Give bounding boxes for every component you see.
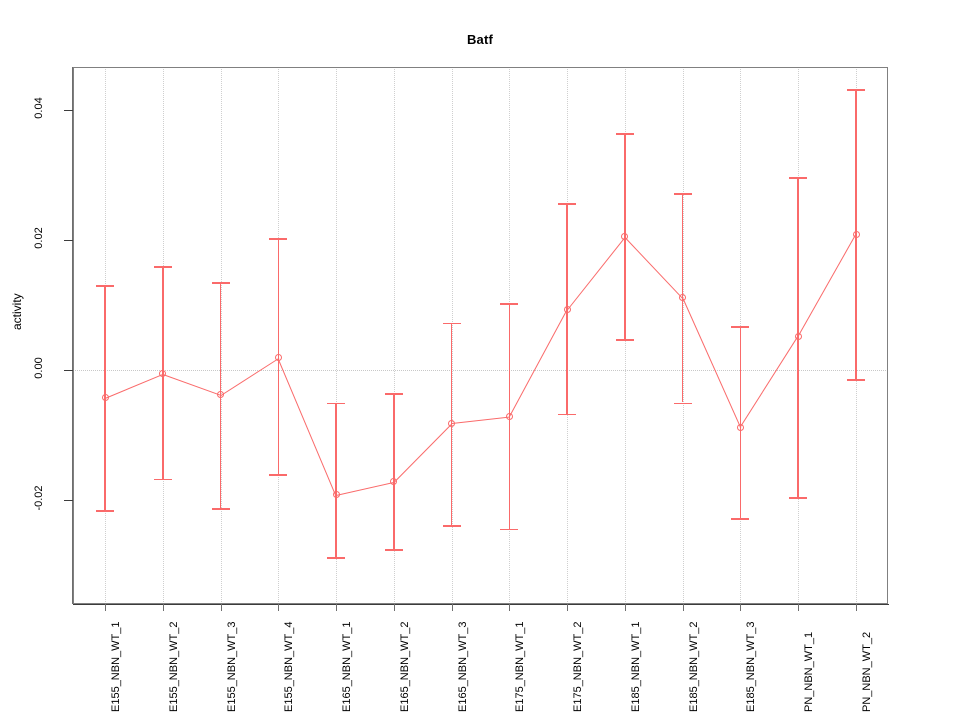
error-bar-cap-upper (327, 402, 346, 405)
x-axis-tick-label: E175_NBN_WT_1 (514, 621, 527, 713)
chart-title: Batf (466, 32, 494, 47)
error-bar-cap-upper (500, 303, 519, 305)
x-axis-line (73, 604, 889, 605)
x-axis-tick (393, 604, 395, 611)
data-point-marker (852, 230, 860, 238)
x-axis-tick-label: E165_NBN_WT_1 (341, 621, 354, 713)
error-bar-stem (739, 326, 742, 519)
x-axis-tick (162, 604, 164, 611)
x-axis-tick (278, 604, 280, 611)
x-axis-tick (740, 604, 742, 611)
error-bar-cap-lower (211, 508, 230, 511)
y-axis-tick (64, 500, 73, 501)
data-point-marker (621, 233, 629, 241)
data-point-marker (679, 294, 687, 302)
data-point-marker (448, 419, 456, 427)
error-bar-cap-upper (673, 193, 692, 195)
x-axis-tick-label: E155_NBN_WT_3 (225, 621, 238, 713)
data-point-marker (101, 394, 109, 402)
error-bar-cap-lower (731, 518, 750, 520)
error-bar-cap-lower (327, 557, 346, 559)
x-axis-tick-label: E185_NBN_WT_1 (629, 621, 642, 713)
error-bar-cap-upper (384, 392, 403, 395)
y-axis-tick (64, 110, 73, 111)
y-axis-tick (64, 370, 73, 371)
x-axis-tick-label: E185_NBN_WT_3 (745, 621, 758, 713)
error-bar-stem (335, 402, 337, 558)
x-axis-tick (624, 604, 626, 611)
x-axis-tick-label: PN_NBN_WT_2 (861, 631, 873, 712)
x-axis-tick-label: E155_NBN_WT_4 (283, 621, 296, 713)
x-axis-tick-label: E155_NBN_WT_2 (167, 621, 180, 713)
data-point-marker (794, 332, 802, 340)
x-axis-tick (567, 604, 569, 611)
data-point-marker (736, 423, 744, 431)
error-bar-cap-upper (731, 326, 750, 329)
data-point-marker (505, 413, 513, 421)
error-bar-cap-lower (673, 402, 692, 405)
x-axis-tick-label: E165_NBN_WT_3 (456, 621, 469, 713)
error-bar-cap-upper (211, 282, 230, 285)
error-bar-cap-lower (500, 528, 519, 531)
y-axis-tick-label: -0.02 (33, 485, 45, 511)
error-bar-cap-lower (615, 339, 634, 342)
x-axis-tick-label: E175_NBN_WT_2 (572, 621, 585, 713)
gridline-vertical (336, 67, 338, 604)
error-bar-cap-lower (789, 497, 808, 500)
data-point-marker (159, 370, 167, 378)
y-axis-tick-label: 0.00 (33, 357, 45, 379)
error-bar-cap-upper (847, 89, 865, 91)
y-axis-tick-label: 0.04 (33, 97, 45, 119)
gridline-vertical (393, 67, 396, 604)
x-axis-tick (220, 604, 222, 611)
data-point-marker (217, 391, 225, 399)
error-bar-cap-upper (269, 238, 288, 240)
error-bar-cap-lower (153, 478, 172, 481)
error-bar-cap-upper (615, 133, 634, 136)
x-axis-tick (682, 604, 684, 611)
error-bar-cap-upper (153, 266, 172, 268)
error-bar-stem (393, 392, 395, 550)
y-axis-tick (64, 240, 73, 241)
error-bar-cap-lower (442, 525, 461, 528)
error-bar-cap-lower (558, 413, 577, 416)
x-axis-tick-label: E155_NBN_WT_1 (110, 621, 122, 713)
error-bar-cap-lower (269, 474, 288, 476)
x-axis-tick (105, 604, 106, 611)
data-point-marker (274, 354, 282, 362)
error-bar-cap-lower (847, 379, 865, 381)
data-point-marker (390, 478, 398, 486)
y-axis-tick-label: 0.02 (33, 227, 45, 249)
x-axis-tick-label: E165_NBN_WT_2 (398, 621, 411, 713)
x-axis-tick-label: E185_NBN_WT_2 (687, 621, 700, 713)
zero-reference-line (73, 370, 888, 372)
error-bar-cap-lower (96, 509, 114, 512)
y-axis-label: activity (10, 293, 24, 330)
error-bar-cap-upper (96, 284, 114, 287)
error-bar-cap-upper (558, 202, 577, 205)
data-point-marker (563, 306, 571, 314)
data-point-marker (332, 491, 340, 499)
x-axis-tick-label: PN_NBN_WT_1 (803, 631, 816, 712)
error-bar-cap-upper (789, 176, 808, 179)
x-axis-tick (509, 604, 511, 611)
plot-frame (73, 67, 888, 604)
x-axis-tick (856, 604, 857, 611)
error-bar-cap-lower (384, 549, 403, 552)
error-bar-cap-upper (442, 322, 461, 325)
x-axis-tick (336, 604, 338, 611)
x-axis-tick (451, 604, 453, 611)
x-axis-tick (798, 604, 800, 611)
